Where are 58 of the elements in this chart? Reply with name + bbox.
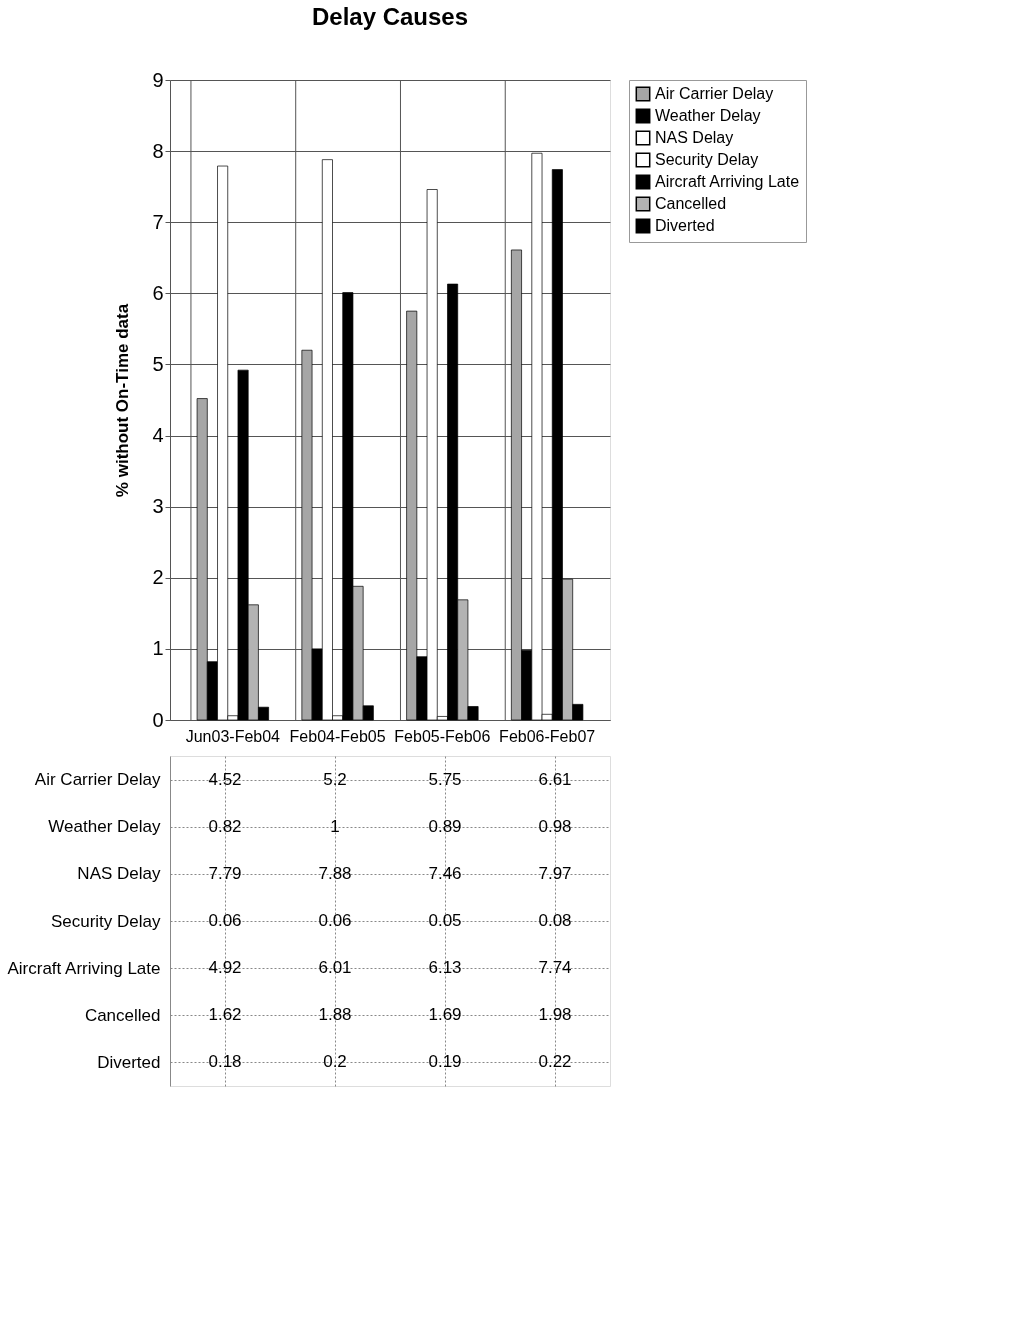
data-label: 1.62: [208, 1005, 242, 1025]
data-label: 0.89: [428, 816, 462, 836]
data-label: 1.88: [318, 1005, 352, 1025]
data-label: 7.79: [208, 863, 242, 883]
data-label: 0.18: [208, 1052, 242, 1072]
data-label: 0.06: [208, 911, 242, 930]
legend-label: Cancelled: [655, 195, 727, 212]
data-label: 0.19: [428, 1052, 462, 1072]
data-label: 1.98: [538, 1005, 572, 1025]
data-label: 6.13: [428, 958, 462, 978]
text: Aircraft Arriving Late: [7, 958, 161, 978]
data-label: 6.01: [318, 958, 352, 978]
text: Cancelled: [84, 1005, 161, 1025]
y-tick-label: 0: [152, 708, 164, 731]
data-label: 0.05: [428, 911, 462, 930]
data-label: 5.75: [428, 769, 462, 789]
chart-title: Delay Causes: [311, 3, 469, 30]
legend-label: NAS Delay: [655, 129, 734, 146]
y-tick-label: 1: [152, 637, 164, 660]
data-label: 1.69: [428, 1005, 462, 1025]
data-label: 0.22: [538, 1052, 572, 1072]
data-label: 7.74: [538, 958, 572, 978]
text: Air Carrier Delay: [34, 770, 161, 790]
y-tick-label: 2: [152, 566, 164, 589]
text: Diverted: [97, 1052, 161, 1072]
x-tick-label: Feb06-Feb07: [499, 727, 596, 745]
y-axis-title: % without On-Time data: [113, 303, 133, 498]
legend-label: Security Delay: [655, 151, 759, 168]
y-tick-label: 7: [152, 210, 164, 233]
data-label: 5.2: [323, 769, 347, 789]
data-label: 1: [330, 816, 340, 836]
data-label: 4.52: [208, 769, 242, 789]
data-label: 0.2: [323, 1052, 347, 1072]
data-label: 4.92: [208, 958, 242, 978]
data-label: 0.06: [318, 911, 352, 930]
legend-label: Air Carrier Delay: [655, 85, 774, 102]
text: Weather Delay: [48, 817, 161, 837]
x-tick-label: Feb04-Feb05: [289, 727, 386, 745]
y-tick-label: 5: [152, 352, 164, 375]
text: Security Delay: [50, 911, 161, 931]
y-tick-label: 9: [152, 68, 164, 91]
legend-label: Aircraft Arriving Late: [655, 173, 800, 190]
y-tick-label: 4: [152, 424, 164, 447]
data-label: 0.08: [538, 911, 572, 930]
data-label: 0.98: [538, 816, 572, 836]
y-tick-label: 6: [152, 281, 164, 304]
data-label: 7.97: [538, 863, 572, 883]
data-label: 0.82: [208, 816, 242, 836]
x-tick-label: Jun03-Feb04: [185, 727, 281, 745]
legend-label: Diverted: [655, 217, 715, 234]
data-label: 7.46: [428, 863, 462, 883]
data-label: 7.88: [318, 863, 352, 883]
x-tick-label: Feb05-Feb06: [394, 727, 491, 745]
y-tick-label: 3: [152, 495, 164, 518]
text: NAS Delay: [77, 864, 161, 884]
legend-label: Weather Delay: [655, 107, 761, 124]
data-label: 6.61: [538, 769, 572, 789]
y-tick-label: 8: [152, 139, 164, 162]
